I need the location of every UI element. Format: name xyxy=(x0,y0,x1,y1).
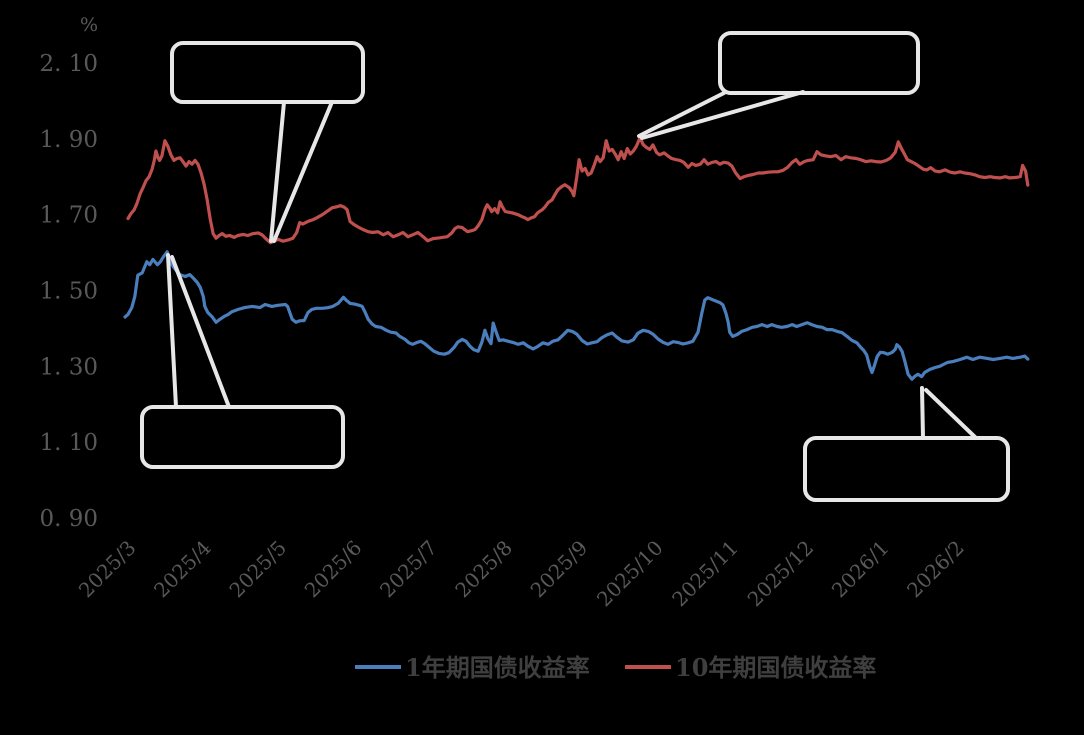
callout-top-right-pointer-line xyxy=(640,90,805,140)
callout-top-left-pointer-line xyxy=(272,100,334,243)
y-axis-unit-label: % xyxy=(80,14,98,36)
y-axis-tick-label: 1. 90 xyxy=(39,127,98,153)
legend-label-1y: 1年期国债收益率 xyxy=(405,653,590,682)
callout-top-left-pointer-line xyxy=(269,100,286,243)
plot-area xyxy=(123,136,1030,381)
callout-top-left xyxy=(170,41,365,243)
callout-top-left-box xyxy=(170,41,365,104)
y-axis-tick-label: 2. 10 xyxy=(39,51,98,77)
callout-bottom-left-pointer-line xyxy=(170,255,231,409)
annotation-callouts xyxy=(140,31,1010,502)
line-series-10y xyxy=(126,136,1030,245)
legend-label-10y: 10年期国债收益率 xyxy=(675,653,876,682)
callout-bottom-left-box xyxy=(140,405,345,469)
y-axis: 2. 10 1. 90 1. 70 1. 50 1. 30 1. 10 0. 90 xyxy=(39,51,98,532)
callout-bottom-left-pointer-line xyxy=(166,253,178,409)
chart-legend: 1年期国债收益率 10年期国债收益率 xyxy=(355,653,876,682)
callout-top-right-box xyxy=(718,31,920,95)
callout-bottom-right-pointer-line xyxy=(920,386,925,440)
y-axis-tick-label: 1. 30 xyxy=(39,354,98,380)
y-axis-tick-label: 1. 50 xyxy=(39,279,98,305)
callout-top-right xyxy=(637,31,920,140)
callout-bottom-right-box xyxy=(803,436,1010,502)
y-axis-tick-label: 1. 10 xyxy=(39,430,98,456)
callout-top-right-pointer-line xyxy=(637,91,726,138)
callout-bottom-right xyxy=(803,386,1010,502)
y-axis-tick-label: 0. 90 xyxy=(39,506,98,532)
callout-bottom-right-pointer-line xyxy=(924,388,978,440)
line-series-1y xyxy=(123,250,1030,381)
callout-bottom-left xyxy=(140,253,345,469)
y-axis-tick-label: 1. 70 xyxy=(39,203,98,229)
